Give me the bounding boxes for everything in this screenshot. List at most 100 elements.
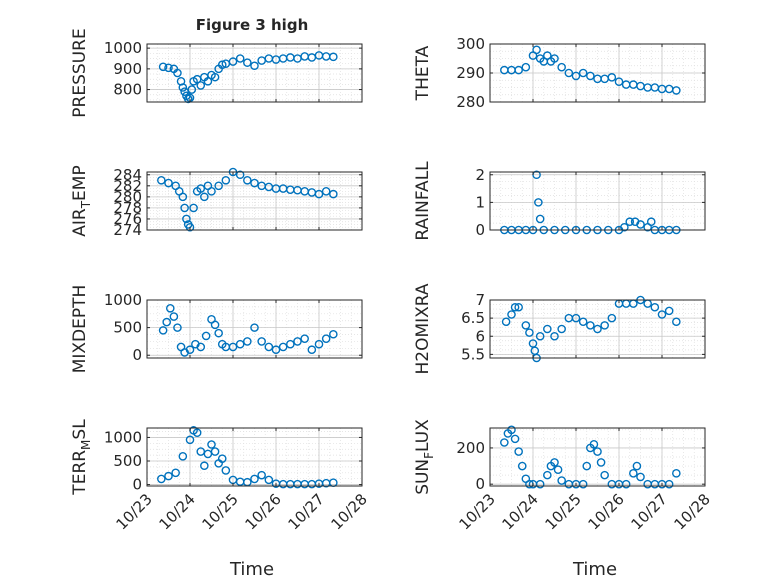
data-point <box>307 345 317 355</box>
data-point <box>500 438 509 447</box>
data-point <box>517 461 527 471</box>
y-tick-label: 290 <box>456 64 485 82</box>
data-point <box>636 472 645 482</box>
axes-background <box>147 44 362 102</box>
data-point <box>589 440 599 449</box>
data-point <box>250 178 259 188</box>
data-point <box>564 68 574 78</box>
data-point <box>173 323 182 332</box>
data-point <box>550 458 559 467</box>
data-point <box>525 328 534 337</box>
data-point <box>257 470 266 480</box>
y-tick-label: 0 <box>475 475 485 493</box>
data-point <box>664 306 674 316</box>
data-point <box>178 451 188 461</box>
y-axis-label: PRESSURE <box>70 28 90 117</box>
y-tick-label: 1000 <box>104 39 142 57</box>
data-point <box>600 321 609 330</box>
data-point <box>165 303 175 313</box>
data-point <box>250 61 259 71</box>
data-point <box>621 479 631 489</box>
data-point <box>607 313 617 323</box>
data-point <box>158 62 168 72</box>
data-point <box>214 328 223 338</box>
y-tick-label: 500 <box>113 319 142 337</box>
data-point <box>157 474 166 484</box>
y-tick-label: 2 <box>475 166 485 184</box>
data-point <box>507 310 516 319</box>
data-point <box>535 479 545 489</box>
y-tick-label: 284 <box>113 166 142 184</box>
data-point <box>185 222 195 232</box>
data-point <box>501 317 511 327</box>
data-point <box>314 339 324 349</box>
data-point <box>189 203 198 213</box>
data-point <box>217 60 227 70</box>
data-point <box>664 479 674 489</box>
y-tick-label: 282 <box>113 177 142 195</box>
data-point <box>200 192 209 202</box>
y-axis-label: MIXDEPTH <box>70 285 90 374</box>
data-point <box>210 72 220 82</box>
y-tick-label: 276 <box>113 210 142 228</box>
data-point <box>535 331 545 341</box>
y-tick-label: 1000 <box>104 428 142 446</box>
data-point <box>586 321 595 330</box>
data-point <box>650 302 660 312</box>
x-tick-label: 10/27 <box>285 490 328 533</box>
y-axis-label: RAINFALL <box>413 161 433 241</box>
data-point <box>185 435 195 445</box>
axes-box <box>146 171 363 231</box>
data-point <box>293 337 302 346</box>
data-point <box>571 71 581 81</box>
data-point <box>278 342 288 352</box>
data-point <box>543 470 552 480</box>
y-tick-label: 278 <box>113 199 142 217</box>
data-point <box>207 440 216 449</box>
data-point <box>173 68 182 78</box>
data-point <box>636 220 645 229</box>
data-point <box>629 469 638 478</box>
axes-box <box>146 43 363 103</box>
data-point <box>157 175 166 185</box>
data-point <box>210 447 220 456</box>
data-point <box>578 317 588 327</box>
y-axis-label: THETA <box>413 45 433 101</box>
axes-background <box>147 172 362 230</box>
data-point <box>557 324 566 334</box>
axes-box <box>146 427 363 487</box>
data-point <box>593 324 602 334</box>
data-point <box>578 68 588 78</box>
data-point <box>582 461 592 471</box>
y-tick-label: 280 <box>113 188 142 206</box>
y-tick-label: 7 <box>475 291 485 309</box>
x-tick-label: 10/24 <box>156 490 199 533</box>
x-tick-label: 10/26 <box>242 490 285 533</box>
y-tick-label: 1000 <box>104 291 142 309</box>
data-point <box>257 337 266 346</box>
data-point <box>210 320 220 330</box>
data-point <box>250 474 259 484</box>
data-point <box>557 476 566 485</box>
data-point <box>672 86 681 95</box>
data-point <box>507 425 516 435</box>
data-point <box>543 324 552 334</box>
subplot-sun-flux: 0 200 SUNFLUX 10/23 10/24 10/25 10/26 10/27 10/2… <box>413 419 714 534</box>
data-point <box>614 77 624 86</box>
data-point <box>200 461 209 471</box>
y-tick-label: 200 <box>456 439 485 457</box>
data-point <box>550 331 559 341</box>
data-point <box>162 317 172 327</box>
x-tick-label: 10/25 <box>542 490 585 533</box>
x-tick-label: 10/27 <box>628 490 671 533</box>
data-point <box>235 170 245 180</box>
axes-box <box>489 299 706 359</box>
data-point <box>571 313 581 323</box>
y-tick-label: 0 <box>132 346 142 364</box>
data-point <box>532 45 541 55</box>
y-tick-label: 800 <box>113 81 142 99</box>
y-tick-label: 274 <box>113 221 142 239</box>
y-tick-label: 1 <box>475 193 485 211</box>
